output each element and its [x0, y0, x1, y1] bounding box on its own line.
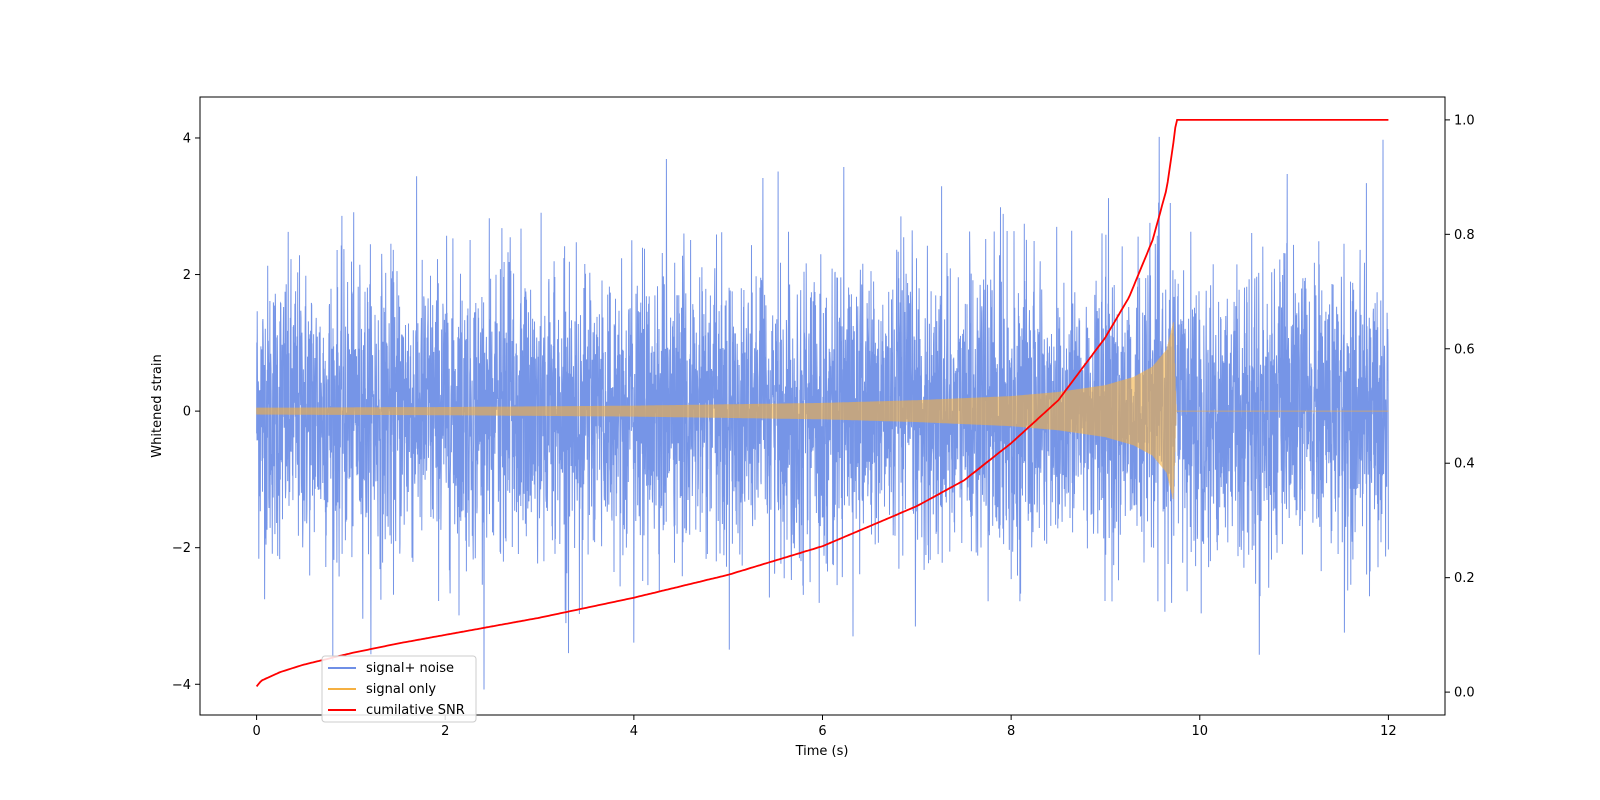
y-axis-right: 0.0 0.2 0.4 0.6 0.8 1.0	[1445, 113, 1475, 701]
x-tick-label: 12	[1380, 724, 1397, 739]
y-tick-label: 0	[183, 405, 191, 420]
plot-area	[255, 119, 1389, 690]
series-cumulative-snr-line	[255, 119, 1389, 687]
y2-tick-label: 0.4	[1454, 457, 1475, 472]
y2-tick-label: 0.8	[1454, 228, 1475, 243]
series-signal-only-line	[256, 322, 1389, 500]
y2-tick-label: 0.2	[1454, 571, 1475, 586]
legend-label-cumulative-snr: cumilative SNR	[366, 703, 465, 718]
y-tick-label: −2	[172, 541, 191, 556]
y-tick-label: 2	[183, 268, 191, 283]
x-axis-label: Time (s)	[795, 744, 849, 759]
x-tick-label: 6	[818, 724, 826, 739]
legend-box	[321, 655, 477, 723]
x-tick-label: 10	[1191, 724, 1208, 739]
y-axis-label: Whitened strain	[150, 354, 165, 457]
x-tick-label: 4	[630, 724, 638, 739]
y-tick-label: −4	[172, 678, 191, 693]
x-tick-label: 0	[252, 724, 260, 739]
x-axis: 0 2 4 6 8 10 12	[252, 715, 1397, 739]
legend: signal+ noise signal only cumilative SNR	[321, 655, 477, 723]
x-tick-label: 2	[441, 724, 449, 739]
series-signal-noise-line	[256, 136, 1389, 690]
legend-label-signal-noise: signal+ noise	[366, 661, 454, 676]
y-axis-left: −4 −2 0 2 4	[172, 131, 200, 693]
y2-tick-label: 1.0	[1454, 113, 1475, 128]
x-tick-label: 8	[1007, 724, 1015, 739]
legend-label-signal-only: signal only	[366, 682, 436, 697]
y2-tick-label: 0.6	[1454, 342, 1475, 357]
y2-tick-label: 0.0	[1454, 686, 1475, 701]
y-tick-label: 4	[183, 131, 191, 146]
